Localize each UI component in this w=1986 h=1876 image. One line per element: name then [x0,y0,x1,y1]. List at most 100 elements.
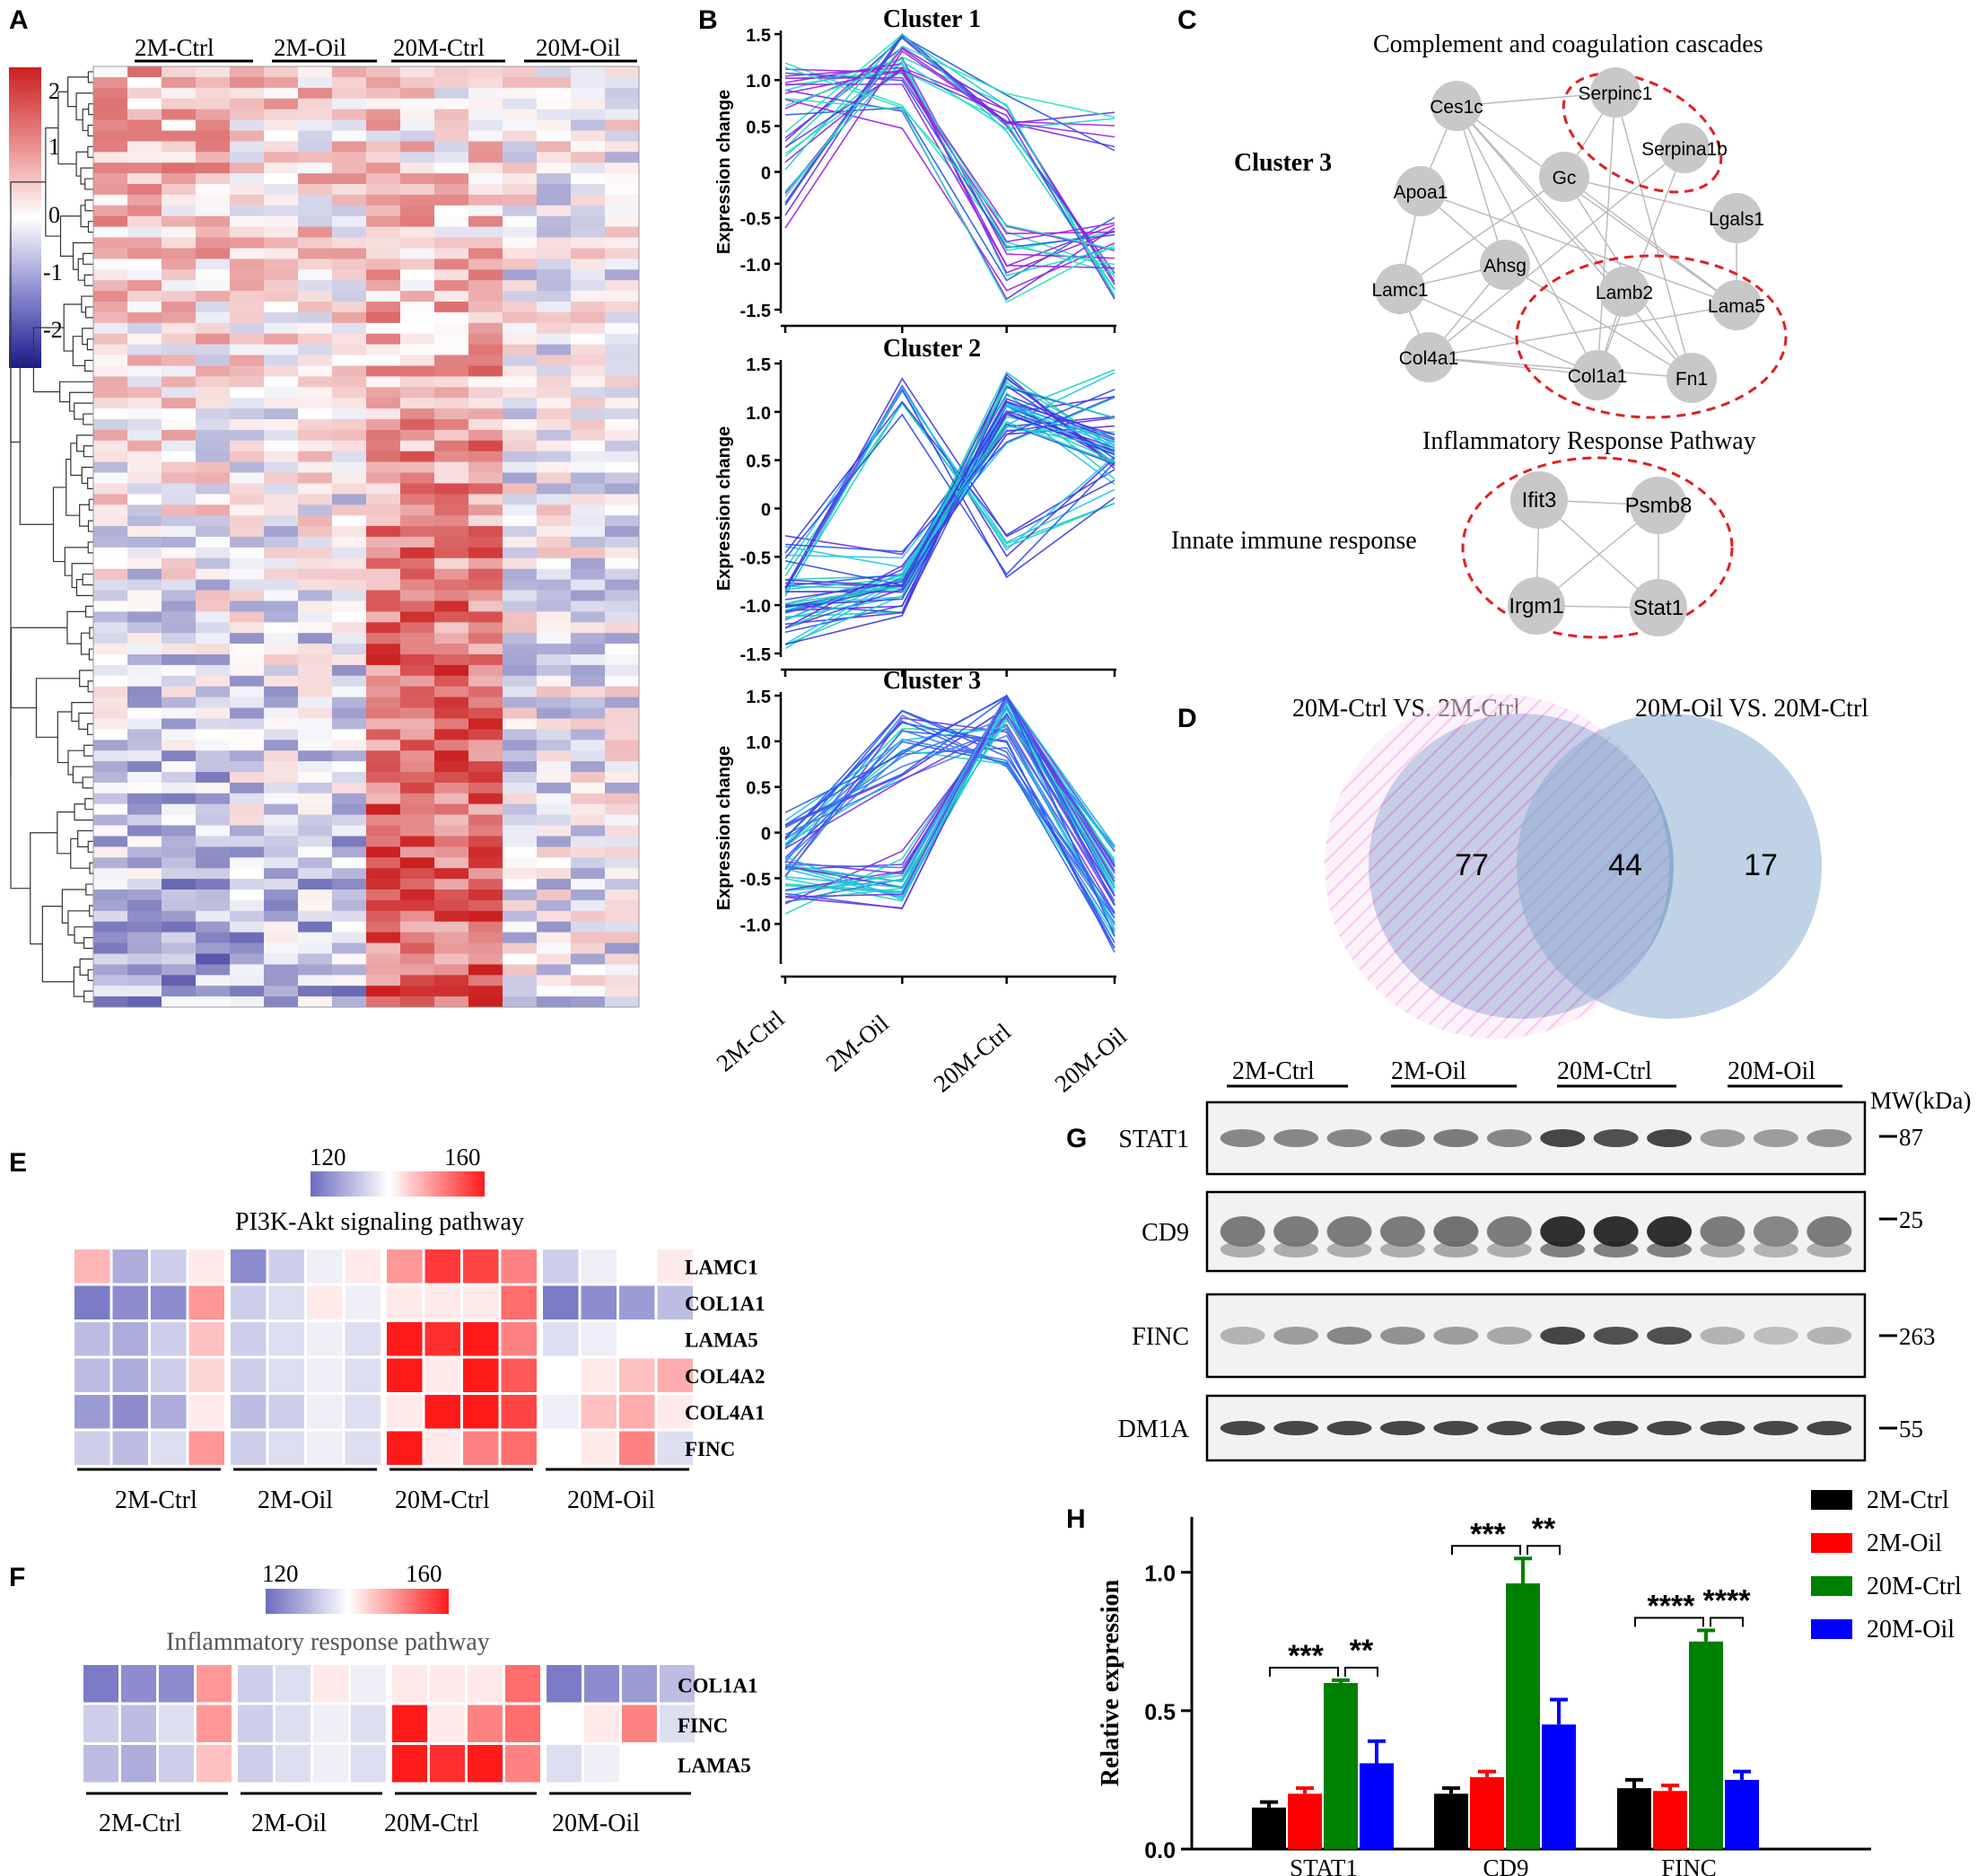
heatmap-a-cell [537,644,572,655]
heatmap-a-cell [434,302,469,313]
heatmap-a-cell [400,311,435,324]
heat-cell [619,1322,655,1356]
heat-cell [112,1431,148,1465]
heatmap-a-cell [605,761,640,773]
heatmap-a-cell [196,494,231,505]
heatmap-a-cell [503,825,538,837]
bar [1542,1724,1576,1849]
blot-band [1220,1129,1265,1147]
heat-cell [159,1705,194,1742]
sig-bracket [1710,1617,1744,1627]
bar [1252,1807,1286,1849]
sig-stars: **** [1703,1583,1752,1617]
heatmap-a-cell [366,750,401,762]
heat-gene-label: LAMA5 [678,1754,751,1776]
heat-cell [345,1249,381,1284]
heatmap-a-cell [468,408,503,420]
bar-y-tick-label: 0.5 [1144,1700,1176,1725]
heatmap-a-cell [230,184,265,196]
heatmap-a-cell [196,173,231,185]
heatmap-a-cell [264,654,299,666]
y-tick-label: 0.5 [746,118,771,137]
heatmap-a-cell [503,461,538,473]
y-tick-label: 0 [761,164,771,184]
heatmap-a-cell [127,194,162,206]
heatmap-a-cell [196,76,231,89]
heatmap-a-cell [264,322,299,334]
heatmap-a-cell [230,622,265,634]
network-node-label: Col4a1 [1399,348,1459,369]
dendrogram-branch [64,547,89,576]
cluster-profile-line [784,384,1115,645]
heatmap-a-cell [468,537,503,548]
heatmap-a-cell [162,248,197,259]
heatmap-a-cell [264,857,299,869]
heatmap-a-cell [127,803,162,815]
dendrogram-branch [87,221,93,233]
heatmap-a-cell [605,344,640,355]
heatmap-a-cell [230,398,265,409]
heatmap-a-cell [400,879,435,890]
heatmap-a-cell [332,910,367,922]
heatmap-a-cell [127,408,162,420]
heat-cell [159,1665,194,1703]
blot-band [1486,1327,1532,1345]
cluster-profile-line [784,696,1115,937]
heatmap-a-cell [264,311,299,324]
heat-cell [112,1358,148,1392]
network-node-label: Fn1 [1675,369,1708,390]
heatmap-a-cell [468,119,503,131]
heat-cell [197,1745,232,1783]
heatmap-a-cell [332,205,367,216]
heatmap-a-cell [230,675,265,687]
heatmap-a-cell [537,825,572,837]
heatmap-a-cell [605,141,640,153]
blot-protein-label: FINC [1132,1323,1189,1351]
network-edge [1563,176,1737,219]
heatmap-a-cell [196,184,231,196]
heatmap-a-cell [127,996,162,1008]
heatmap-a-cell [468,868,503,880]
heatmap-a-cell [196,879,231,890]
heatmap-a-cell [162,986,197,997]
heatmap-a-cell [196,205,231,216]
heatmap-a-cell [196,964,231,976]
heatmap-a-cell [605,76,640,89]
heat-cell [463,1358,499,1392]
dendrogram-branch [89,905,93,917]
heatmap-a-cell [196,942,231,954]
heatmap-a-cell [434,579,469,591]
heatmap-a-cell [230,772,265,784]
heatmap-a-cell [264,194,299,206]
heatmap-a-cell [434,194,469,206]
heatmap-a-cell [332,355,367,366]
heat-cell [387,1395,423,1429]
heatmap-a-cell [127,633,162,644]
blot-protein-label: DM1A [1118,1416,1190,1443]
heatmap-a-cell [400,644,435,655]
heatmap-a-cell [162,355,197,366]
heatmap-a-cell [503,633,538,644]
heatmap-a-cell [537,986,572,997]
heatmap-a-cell [503,269,538,281]
heatmap-a-cell [571,846,606,858]
heatmap-a-cell [434,291,469,302]
network-node-label: Lgals1 [1709,209,1764,230]
heatmap-a-cell [298,398,333,409]
heatmap-a-cell [332,899,367,912]
heatmap-a-cell [298,515,333,527]
heatmap-a-cell [162,697,197,708]
heatmap-a-cell [400,793,435,804]
heat-cell [619,1358,655,1392]
heatmap-a-cell [605,259,640,270]
heatmap-a-cell [162,387,197,399]
heatmap-a-cell [332,664,367,677]
heatmap-a-group-label: 2M-Oil [274,34,346,61]
heat-cell [430,1705,465,1742]
heatmap-a-cell [264,429,299,442]
heatmap-a-cell [537,494,572,505]
heatmap-a-cell [298,205,333,216]
heatmap-a-cell [93,664,128,677]
cluster-profile-line [784,413,1115,576]
heatmap-a-cell [298,964,333,976]
